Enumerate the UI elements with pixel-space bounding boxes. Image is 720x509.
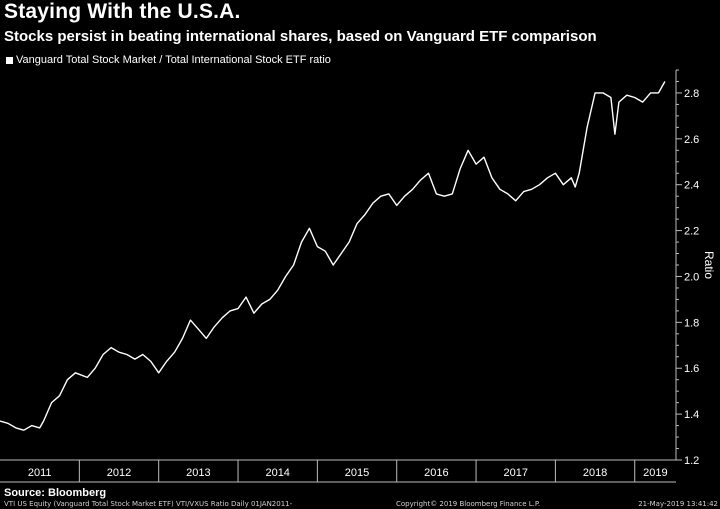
x-tick-label: 2016 <box>424 467 448 479</box>
y-tick-label: 1.2 <box>684 455 699 467</box>
footer-timestamp: 21-May-2019 13:41:42 <box>638 500 718 508</box>
y-tick-label: 1.8 <box>684 317 699 329</box>
x-tick-label: 2018 <box>583 467 607 479</box>
chart-subtitle: Stocks persist in beating international … <box>4 28 597 45</box>
y-axis-label: Ratio <box>702 251 716 279</box>
legend-label: Vanguard Total Stock Market / Total Inte… <box>16 54 331 66</box>
y-tick-label: 2.0 <box>684 271 699 283</box>
x-tick-label: 2013 <box>186 467 210 479</box>
source-note: Source: Bloomberg <box>4 487 107 499</box>
y-tick-label: 1.4 <box>684 409 699 421</box>
x-tick-label: 2012 <box>107 467 131 479</box>
y-tick-label: 2.6 <box>684 134 699 146</box>
legend: Vanguard Total Stock Market / Total Inte… <box>6 54 331 66</box>
x-tick-label: 2014 <box>265 467 289 479</box>
y-tick-label: 2.8 <box>684 88 699 100</box>
footer-ticker-info: VTI US Equity (Vanguard Total Stock Mark… <box>4 500 293 508</box>
series-line <box>0 81 666 431</box>
y-tick-label: 2.2 <box>684 226 699 238</box>
x-tick-label: 2015 <box>345 467 369 479</box>
y-tick-label: 2.4 <box>684 180 699 192</box>
x-tick-label: 2019 <box>643 467 667 479</box>
x-tick-label: 2011 <box>28 467 52 479</box>
footer-copyright: Copyright© 2019 Bloomberg Finance L.P. <box>396 500 541 508</box>
y-tick-label: 1.6 <box>684 363 699 375</box>
chart-title: Staying With the U.S.A. <box>4 0 241 23</box>
x-tick-label: 2017 <box>503 467 527 479</box>
legend-swatch <box>6 56 13 64</box>
